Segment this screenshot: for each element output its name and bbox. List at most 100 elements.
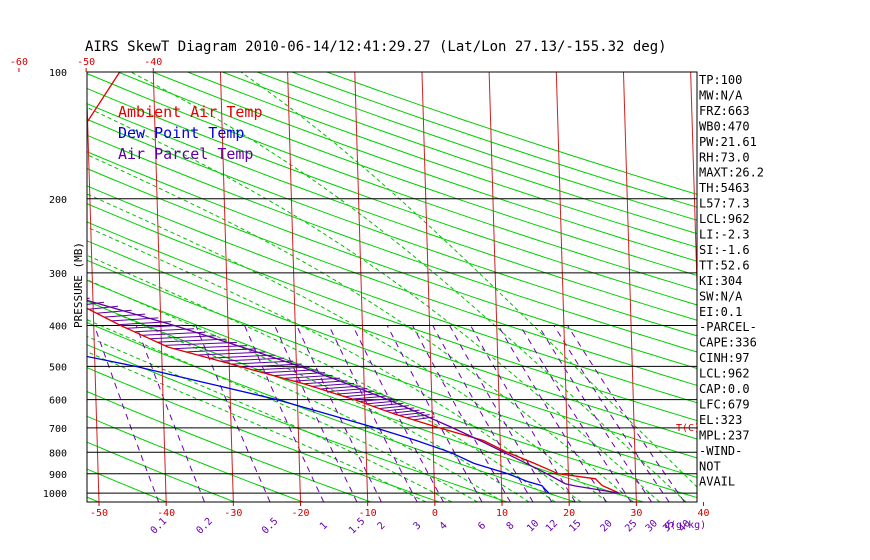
mixing-ratio-line <box>497 325 607 502</box>
bottom-tick-label: 30 <box>630 508 642 519</box>
moist-adiabats <box>87 72 697 502</box>
mixing-ratio-lines <box>93 325 685 502</box>
chart-title: AIRS SkewT Diagram 2010-06-14/12:41:29.2… <box>85 39 667 55</box>
index-label: SI:-1.6 <box>699 243 750 257</box>
isotherm <box>690 72 697 301</box>
bottom-tick-label: 40 <box>698 508 710 519</box>
mixing-ratio-label: 15 <box>567 518 583 534</box>
pressure-tick-label: 1000 <box>43 489 67 500</box>
mixing-ratio-line <box>519 325 632 502</box>
mixing-ratio-line <box>412 325 511 502</box>
dry-adiabat <box>87 72 697 291</box>
dry-adiabat <box>87 167 697 386</box>
cape-hatch <box>231 360 294 365</box>
mixing-ratio-line <box>567 325 685 502</box>
index-label: LCL:962 <box>699 212 750 226</box>
dry-adiabat <box>187 72 697 248</box>
moist-adiabat <box>240 72 697 488</box>
dry-adiabat <box>87 221 697 440</box>
index-label: LCL:962 <box>699 367 750 381</box>
index-label: TT:52.6 <box>699 258 750 272</box>
cape-hatch <box>197 351 266 356</box>
moist-adiabat <box>87 351 427 502</box>
dry-adiabat <box>0 72 31 502</box>
bottom-tick-label: -50 <box>90 508 108 519</box>
index-label: TH:5463 <box>699 181 750 195</box>
pressure-tick-label: 800 <box>49 448 67 459</box>
cape-hatch <box>242 363 302 368</box>
cape-hatch <box>87 301 105 305</box>
axes <box>18 68 705 506</box>
mixing-ratio-unit: q(g/kg) <box>664 520 706 531</box>
index-label: SW:N/A <box>699 289 743 303</box>
top-tick-label: -60 <box>10 57 28 68</box>
pressure-tick-label: 300 <box>49 269 67 280</box>
isotherm <box>825 72 838 502</box>
index-label: LI:-2.3 <box>699 228 750 242</box>
isobars <box>87 72 697 494</box>
mixing-ratio-label: 1 <box>318 520 330 532</box>
isotherm <box>758 72 771 502</box>
mixing-ratio-line <box>274 325 358 502</box>
index-label: -WIND- <box>699 444 742 458</box>
cape-hatch <box>263 369 318 374</box>
pressure-tick-label: 500 <box>49 362 67 373</box>
index-label: L57:7.3 <box>699 197 750 211</box>
index-label: CINH:97 <box>699 351 750 365</box>
mixing-ratio-label: 3 <box>411 520 423 532</box>
dry-adiabat <box>152 72 697 262</box>
index-label: EI:0.1 <box>699 305 742 319</box>
cape-hatching <box>87 297 435 421</box>
legend-dew-point-temp: Dew Point Temp <box>118 124 244 142</box>
mixing-ratio-label: 4 <box>438 520 450 532</box>
cape-hatch <box>149 335 216 340</box>
plot-area <box>0 72 838 502</box>
dry-adiabat <box>87 118 697 337</box>
cape-hatch <box>157 338 227 343</box>
mixing-ratio-line <box>195 325 271 502</box>
y-axis-label: PRESSURE (MB) <box>72 242 85 328</box>
dry-adiabat <box>87 344 508 502</box>
cape-hatch <box>406 414 430 419</box>
dry-adiabat <box>87 151 697 369</box>
isotherm <box>287 72 302 502</box>
index-label: AVAIL <box>699 475 735 489</box>
mixing-ratio-label: 0.1 <box>149 516 170 537</box>
dry-adiabat <box>87 203 697 422</box>
moist-adiabat <box>87 226 582 502</box>
dry-adiabat <box>87 103 697 321</box>
x-axis-label: T(C) <box>676 423 700 434</box>
isotherm <box>555 72 570 502</box>
index-label: WB0:470 <box>699 119 750 133</box>
mixing-ratio-label: 0.2 <box>194 516 215 537</box>
mixing-ratio-line <box>432 325 534 502</box>
mixing-ratio-line <box>296 325 382 502</box>
mixing-ratio-label: 6 <box>476 520 488 532</box>
dry-adiabat <box>117 72 697 276</box>
mixing-ratio-label: 2 <box>376 520 388 532</box>
profile-series <box>87 72 620 494</box>
isotherms <box>87 72 838 502</box>
pressure-tick-label: 400 <box>49 322 67 333</box>
legend-air-parcel-temp: Air Parcel Temp <box>118 145 253 163</box>
cape-hatch <box>142 331 206 336</box>
index-label: PW:21.61 <box>699 135 757 149</box>
pressure-tick-label: 200 <box>49 195 67 206</box>
mixing-ratio-label: 8 <box>505 520 517 532</box>
cape-hatch <box>164 341 238 346</box>
dry-adiabat <box>87 415 304 502</box>
mixing-ratio-label: 30 <box>644 518 660 534</box>
index-label: NOT <box>699 459 721 473</box>
mixing-ratio-line <box>328 325 418 502</box>
mixing-ratio-label: 12 <box>544 518 560 534</box>
index-label: LFC:679 <box>699 397 750 411</box>
bottom-tick-label: -20 <box>291 508 309 519</box>
pressure-tick-label: 700 <box>49 424 67 435</box>
isotherm <box>622 72 637 502</box>
moist-adiabat <box>130 72 687 502</box>
pressure-tick-label: 900 <box>49 470 67 481</box>
mixing-ratio-label: 25 <box>623 518 639 534</box>
index-label: RH:73.0 <box>699 150 750 164</box>
bottom-tick-label: -10 <box>359 508 377 519</box>
